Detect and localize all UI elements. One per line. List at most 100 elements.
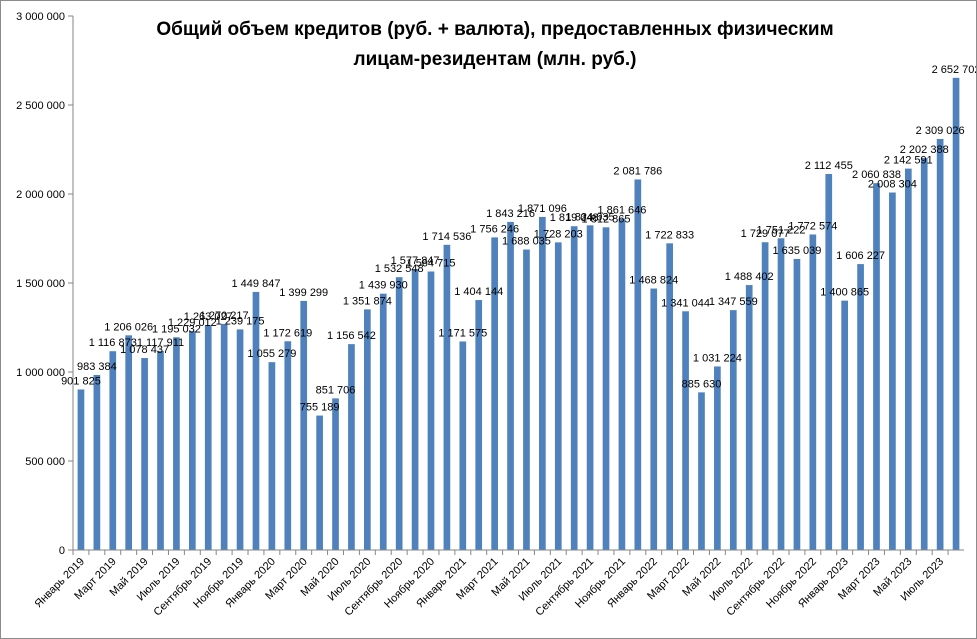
data-label: 1 078 437 [120,344,169,356]
y-tick-label: 1 500 000 [16,278,65,290]
bar [204,325,212,550]
bar [920,157,928,551]
data-label: 2 202 388 [900,144,949,156]
data-label: 2 112 455 [805,160,853,172]
data-label: 1 728 203 [534,228,583,240]
data-label: 2 008 304 [868,179,917,191]
bar [586,225,594,550]
bar [761,242,769,550]
data-label: 1 824 035 [566,211,615,223]
data-label: 1 468 824 [629,275,678,287]
bar [348,344,355,550]
chart-title-line-2: лицам-резидентам (млн. руб.) [354,49,637,70]
bar [602,227,610,550]
bar [188,331,196,550]
data-label: 1 172 619 [263,327,312,339]
data-label: 1 400 865 [820,287,869,299]
bar [809,234,817,551]
bar [491,237,498,550]
data-label: 885 630 [682,378,722,390]
data-label: 851 706 [316,384,356,396]
data-label: 1 439 930 [359,280,408,292]
data-label: 1 606 227 [836,250,885,262]
bar [650,288,658,550]
bar [427,271,435,550]
bar [539,216,546,550]
bar [841,300,849,550]
data-label: 1 449 847 [232,278,281,290]
data-label: 1 171 575 [438,327,487,339]
bar [332,398,339,550]
bar [284,341,292,550]
data-label: 1 156 542 [327,330,376,342]
data-label: 1 229 012 [168,317,217,329]
data-label: 1 351 874 [343,295,392,307]
data-label: 1 635 039 [772,245,821,257]
bar [93,374,101,550]
data-label: 1 399 299 [279,287,328,299]
data-label: 1 263 027 [184,311,233,323]
data-label: 1 772 574 [788,220,837,232]
bar [268,362,276,550]
bar [316,415,323,550]
data-label: 1 239 175 [216,315,265,327]
bar [109,351,117,550]
x-tick-label: Январь 2019 [32,556,87,611]
bar [475,300,483,550]
bar [745,285,753,550]
data-label: 1 577 847 [391,255,440,267]
data-label: 1 341 044 [661,297,710,309]
bar [157,351,164,550]
bar [698,392,705,550]
bar [904,168,912,550]
data-label: 901 825 [61,375,101,387]
data-label: 2 652 702 [932,64,976,76]
data-label: 1 871 096 [518,203,567,215]
bar [364,309,371,550]
data-label: 1 404 144 [454,286,503,298]
bar [666,243,673,550]
data-label: 1 688 035 [502,236,551,248]
bar [252,291,260,550]
data-label: 1 195 032 [152,323,201,335]
data-label: 1 751 222 [757,224,806,236]
data-label: 1 756 246 [470,223,519,235]
bar [714,366,721,550]
bar [570,226,578,550]
bar [507,221,514,551]
data-label: 1 488 402 [725,271,774,283]
bar [77,389,85,550]
bar [729,310,737,550]
chart-title-line-1: Общий объем кредитов (руб. + валюта), пр… [156,19,833,40]
y-tick-label: 500 000 [25,456,65,468]
y-tick-label: 2 500 000 [16,100,65,112]
bar [793,258,801,550]
data-label: 2 309 026 [916,125,965,137]
data-label: 1 532 548 [375,263,424,275]
y-tick-label: 0 [59,545,65,557]
data-label: 1 564 715 [407,257,456,269]
bar [825,173,833,550]
data-label: 1 819 048 [550,212,599,224]
bar [395,277,403,550]
bar [554,242,562,550]
bar [952,77,960,551]
y-tick-label: 2 000 000 [16,189,65,201]
y-tick-label: 3 000 000 [16,11,65,23]
bars [77,77,960,551]
data-label: 1 722 833 [645,229,694,241]
data-label: 1 843 216 [486,208,535,220]
bar [523,249,530,550]
bar [618,218,626,550]
bar [125,335,133,550]
bar [873,183,880,550]
bar [300,300,308,550]
bar [936,138,944,550]
bar [634,179,642,551]
bar [236,329,244,550]
data-label: 1 729 077 [741,228,790,240]
data-label: 2 081 786 [613,165,662,177]
